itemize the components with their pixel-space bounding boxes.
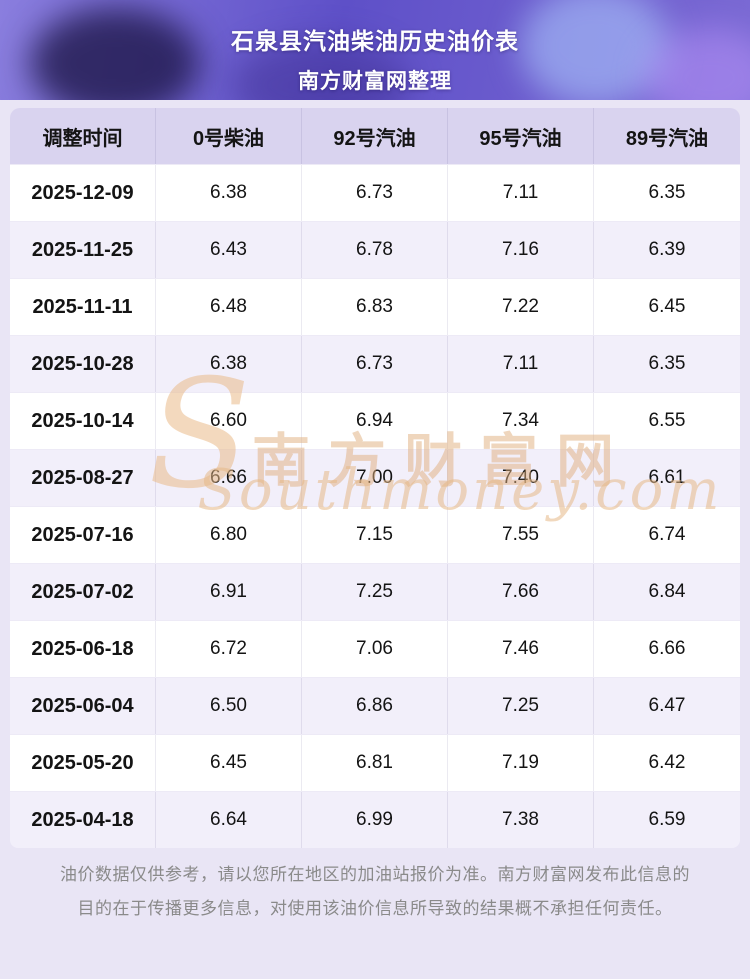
price-cell: 7.15 <box>302 507 448 563</box>
table-row: 2025-12-09 6.38 6.73 7.11 6.35 <box>10 164 740 221</box>
price-cell: 7.06 <box>302 621 448 677</box>
date-cell: 2025-08-27 <box>10 450 156 506</box>
date-cell: 2025-10-14 <box>10 393 156 449</box>
price-cell: 7.25 <box>448 678 594 734</box>
price-cell: 6.45 <box>648 296 686 317</box>
price-cell: 6.60 <box>156 393 302 449</box>
price-cell: 6.74 <box>648 524 686 545</box>
price-cell: 7.16 <box>448 222 594 278</box>
price-table: 调整时间 0号柴油 92号汽油 95号汽油 89号汽油 2025-12-09 6.38 6.… <box>10 108 740 848</box>
column-header: 89号汽油 <box>625 127 709 150</box>
date-cell: 2025-11-25 <box>10 222 156 278</box>
price-cell: 7.46 <box>448 621 594 677</box>
price-cell: 6.38 <box>156 165 302 221</box>
price-cell: 7.55 <box>448 507 594 563</box>
price-cell: 6.84 <box>648 581 686 602</box>
table-row: 2025-10-28 6.38 6.73 7.11 6.35 <box>10 335 740 392</box>
page-title: 石泉县汽油柴油历史油价表 <box>231 28 519 54</box>
table-row: 2025-04-18 6.64 6.99 7.38 6.59 <box>10 791 740 848</box>
column-header: 92号汽油 <box>302 108 448 164</box>
price-cell: 7.25 <box>302 564 448 620</box>
price-cell: 6.91 <box>156 564 302 620</box>
price-cell: 7.11 <box>448 165 594 221</box>
price-cell: 6.72 <box>156 621 302 677</box>
table-row: 2025-07-02 6.91 7.25 7.66 6.84 <box>10 563 740 620</box>
price-cell: 6.81 <box>302 735 448 791</box>
price-cell: 6.94 <box>302 393 448 449</box>
column-header: 95号汽油 <box>448 108 594 164</box>
date-cell: 2025-04-18 <box>10 792 156 848</box>
date-cell: 2025-05-20 <box>10 735 156 791</box>
banner: 石泉县汽油柴油历史油价表 南方财富网整理 <box>0 0 750 100</box>
price-cell: 6.66 <box>156 450 302 506</box>
price-cell: 6.35 <box>648 353 686 374</box>
price-cell: 6.86 <box>302 678 448 734</box>
column-header: 0号柴油 <box>156 108 302 164</box>
price-cell: 7.19 <box>448 735 594 791</box>
table-row: 2025-11-11 6.48 6.83 7.22 6.45 <box>10 278 740 335</box>
price-cell: 6.50 <box>156 678 302 734</box>
price-cell: 6.73 <box>302 165 448 221</box>
table-row: 2025-06-04 6.50 6.86 7.25 6.47 <box>10 677 740 734</box>
price-cell: 6.59 <box>648 809 686 830</box>
date-cell: 2025-10-28 <box>10 336 156 392</box>
price-cell: 6.83 <box>302 279 448 335</box>
table-row: 2025-06-18 6.72 7.06 7.46 6.66 <box>10 620 740 677</box>
price-cell: 6.55 <box>648 410 686 431</box>
price-cell: 6.80 <box>156 507 302 563</box>
price-cell: 6.45 <box>156 735 302 791</box>
price-cell: 6.47 <box>648 695 686 716</box>
date-cell: 2025-12-09 <box>10 165 156 221</box>
banner-blur-blob-light <box>520 0 670 100</box>
table-row: 2025-05-20 6.45 6.81 7.19 6.42 <box>10 734 740 791</box>
table-header-row: 调整时间 0号柴油 92号汽油 95号汽油 89号汽油 <box>10 108 740 164</box>
date-cell: 2025-07-02 <box>10 564 156 620</box>
price-cell: 6.73 <box>302 336 448 392</box>
price-cell: 6.42 <box>648 752 686 773</box>
price-cell: 7.22 <box>448 279 594 335</box>
table-row: 2025-11-25 6.43 6.78 7.16 6.39 <box>10 221 740 278</box>
price-cell: 7.34 <box>448 393 594 449</box>
table-row: 2025-10-14 6.60 6.94 7.34 6.55 <box>10 392 740 449</box>
page-subtitle: 南方财富网整理 <box>298 70 452 93</box>
price-cell: 6.48 <box>156 279 302 335</box>
price-cell: 6.99 <box>302 792 448 848</box>
banner-titles: 石泉县汽油柴油历史油价表 南方财富网整理 <box>0 0 750 95</box>
table-row: 2025-08-27 6.66 7.00 7.40 6.61 <box>10 449 740 506</box>
date-cell: 2025-06-18 <box>10 621 156 677</box>
price-cell: 7.40 <box>448 450 594 506</box>
table-body: 2025-12-09 6.38 6.73 7.11 6.35 2025-11-25 6.43… <box>10 164 740 848</box>
price-cell: 6.64 <box>156 792 302 848</box>
banner-blur-blob-dark <box>30 8 200 100</box>
price-cell: 7.38 <box>448 792 594 848</box>
price-cell: 6.66 <box>648 638 686 659</box>
column-header: 调整时间 <box>10 108 156 164</box>
price-cell: 7.00 <box>302 450 448 506</box>
date-cell: 2025-06-04 <box>10 678 156 734</box>
price-cell: 6.39 <box>648 239 686 260</box>
price-cell: 7.66 <box>448 564 594 620</box>
disclaimer-text: 油价数据仅供参考，请以您所在地区的加油站报价为准。南方财富网发布此信息的目的在于… <box>60 865 690 918</box>
price-cell: 6.61 <box>648 467 686 488</box>
price-cell: 7.11 <box>448 336 594 392</box>
price-cell: 6.35 <box>648 182 686 203</box>
price-cell: 6.38 <box>156 336 302 392</box>
table-row: 2025-07-16 6.80 7.15 7.55 6.74 <box>10 506 740 563</box>
date-cell: 2025-07-16 <box>10 507 156 563</box>
date-cell: 2025-11-11 <box>10 279 156 335</box>
price-cell: 6.78 <box>302 222 448 278</box>
price-cell: 6.43 <box>156 222 302 278</box>
